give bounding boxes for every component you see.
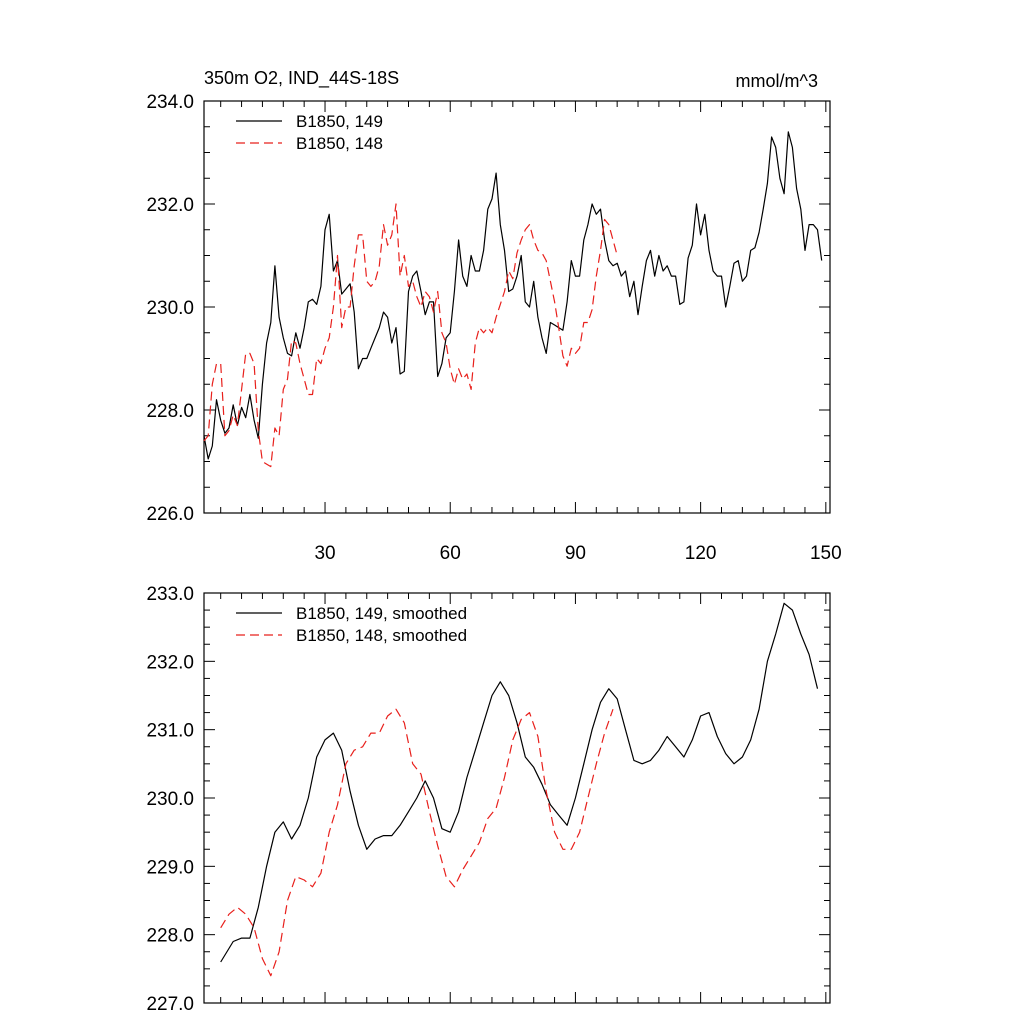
series-line-b1850-149-smoothed bbox=[220, 602, 819, 963]
bottom-panel-series bbox=[220, 602, 819, 977]
y-tick-label: 234.0 bbox=[146, 92, 194, 113]
legend-label-b1850-148: B1850, 148 bbox=[296, 134, 383, 153]
bottom-panel-axes: 227.0 228.0 229.0 230.0 231.0 232.0 233.0 bbox=[146, 584, 831, 1015]
x-tick-label: 60 bbox=[440, 543, 461, 564]
legend-label-b1850-149: B1850, 149 bbox=[296, 112, 383, 131]
y-tick-label: 230.0 bbox=[146, 789, 194, 810]
y-tick-label: 232.0 bbox=[146, 195, 194, 216]
top-panel-series bbox=[203, 131, 823, 468]
x-tick-label: 30 bbox=[314, 543, 335, 564]
top-panel: 350m O2, IND_44S-18S mmol/m^3 226.0 228.0… bbox=[146, 68, 841, 564]
bottom-panel: 227.0 228.0 229.0 230.0 231.0 232.0 233.0 B185… bbox=[146, 584, 831, 1015]
legend-label-b1850-149-smoothed: B1850, 149, smoothed bbox=[296, 604, 467, 623]
top-panel-axes: 226.0 228.0 230.0 232.0 234.0 30 60 90 120 150 bbox=[146, 92, 841, 564]
y-tick-label: 229.0 bbox=[146, 857, 194, 878]
y-tick-label: 227.0 bbox=[146, 994, 194, 1015]
y-tick-label: 228.0 bbox=[146, 401, 194, 422]
series-line-b1850-148 bbox=[203, 203, 618, 468]
y-tick-label: 230.0 bbox=[146, 298, 194, 319]
bottom-panel-legend: B1850, 149, smoothed B1850, 148, smoothe… bbox=[236, 604, 467, 645]
x-tick-label: 150 bbox=[810, 543, 842, 564]
top-panel-title: 350m O2, IND_44S-18S bbox=[204, 68, 399, 89]
series-line-b1850-149 bbox=[203, 131, 823, 460]
x-tick-label: 120 bbox=[685, 543, 717, 564]
y-tick-label: 231.0 bbox=[146, 721, 194, 742]
legend-label-b1850-148-smoothed: B1850, 148, smoothed bbox=[296, 626, 467, 645]
series-line-b1850-148-smoothed bbox=[220, 708, 614, 977]
top-panel-units: mmol/m^3 bbox=[736, 71, 818, 91]
y-tick-label: 232.0 bbox=[146, 652, 194, 673]
top-panel-legend: B1850, 149 B1850, 148 bbox=[236, 112, 383, 153]
x-tick-label: 90 bbox=[565, 543, 586, 564]
y-tick-label: 233.0 bbox=[146, 584, 194, 605]
y-tick-label: 226.0 bbox=[146, 504, 194, 525]
y-tick-label: 228.0 bbox=[146, 926, 194, 947]
